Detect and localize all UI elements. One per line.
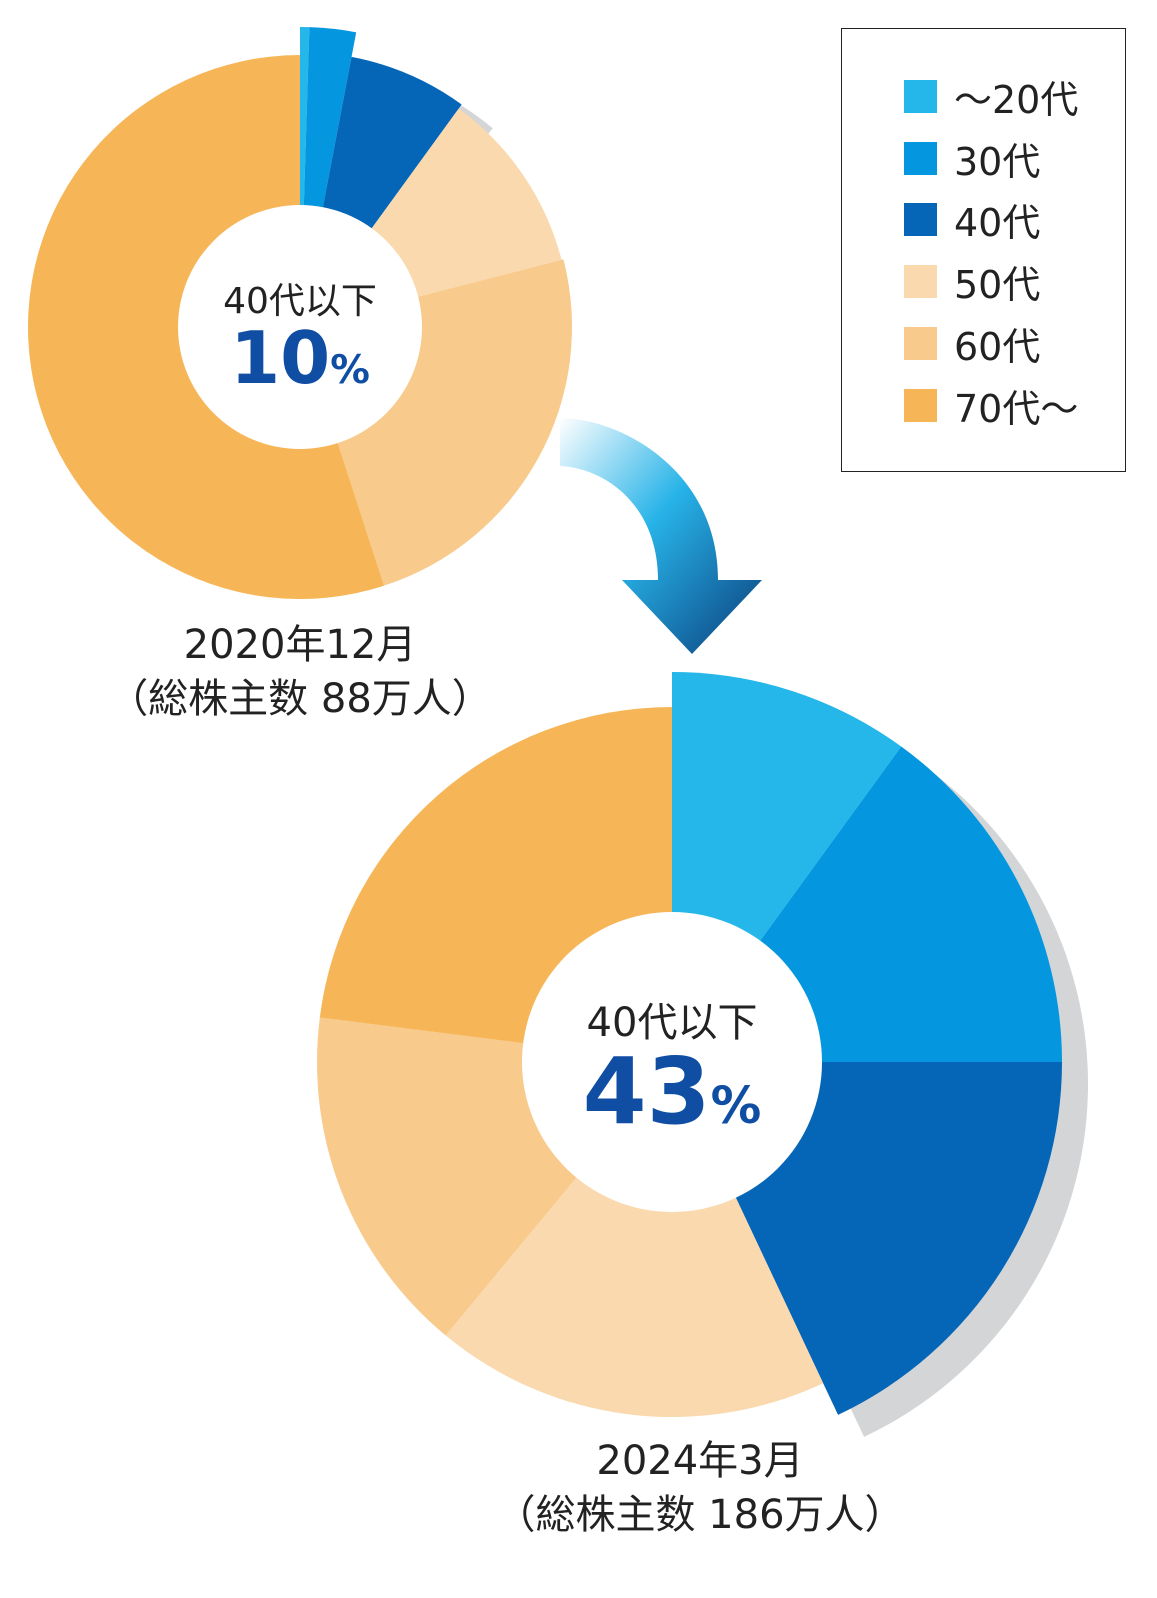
center-value-unit: % (710, 1076, 762, 1135)
trend-arrow (560, 418, 762, 654)
center-value-unit: % (330, 347, 370, 393)
caption-2024: 2024年3月 （総株主数 186万人） (480, 1434, 920, 1542)
legend-item-50s: 50代 (904, 256, 1041, 307)
legend-item-60s: 60代 (904, 318, 1041, 369)
legend-swatch (904, 388, 937, 422)
legend-swatch (904, 202, 937, 236)
donut-hole (178, 205, 422, 449)
caption-total: （総株主数 186万人） (495, 1492, 905, 1538)
center-value-number: 43 (582, 1038, 711, 1145)
legend-item-70s-plus: 70代～ (904, 380, 1079, 431)
legend-label: 60代 (954, 324, 1041, 369)
legend-label: 40代 (954, 200, 1041, 245)
center-label: 40代以下 (223, 281, 377, 322)
center-label: 40代以下 (586, 1000, 758, 1046)
center-value: 43% (552, 1046, 792, 1138)
caption-date: 2020年12月 (183, 622, 417, 668)
legend-swatch (904, 326, 937, 360)
legend-item-30s: 30代 (904, 133, 1041, 184)
legend-item-40s: 40代 (904, 194, 1041, 245)
center-value: 10% (200, 322, 400, 394)
legend-swatch (904, 264, 937, 298)
donut-segment-50代 (445, 1062, 824, 1417)
legend-label: 30代 (954, 139, 1041, 184)
legend-item-under-20s: ～20代 (904, 71, 1079, 122)
legend-swatch (904, 79, 937, 113)
legend-label: 70代～ (954, 386, 1079, 431)
legend-label: ～20代 (954, 77, 1079, 122)
center-text-2020: 40代以下 10% (200, 281, 400, 395)
caption-2020: 2020年12月 （総株主数 88万人） (100, 618, 500, 726)
caption-date: 2024年3月 (596, 1438, 804, 1484)
center-value-number: 10 (230, 316, 331, 400)
legend-swatch (904, 141, 937, 175)
legend-label: 50代 (954, 262, 1041, 307)
legend: ～20代 30代 40代 50代 60代 70代～ (841, 28, 1126, 472)
donut-chart-2020 (27, 27, 572, 599)
donut-hole (522, 912, 822, 1212)
donut-chart-2024 (317, 672, 1089, 1437)
center-text-2024: 40代以下 43% (552, 1000, 792, 1138)
caption-total: （総株主数 88万人） (108, 676, 492, 722)
